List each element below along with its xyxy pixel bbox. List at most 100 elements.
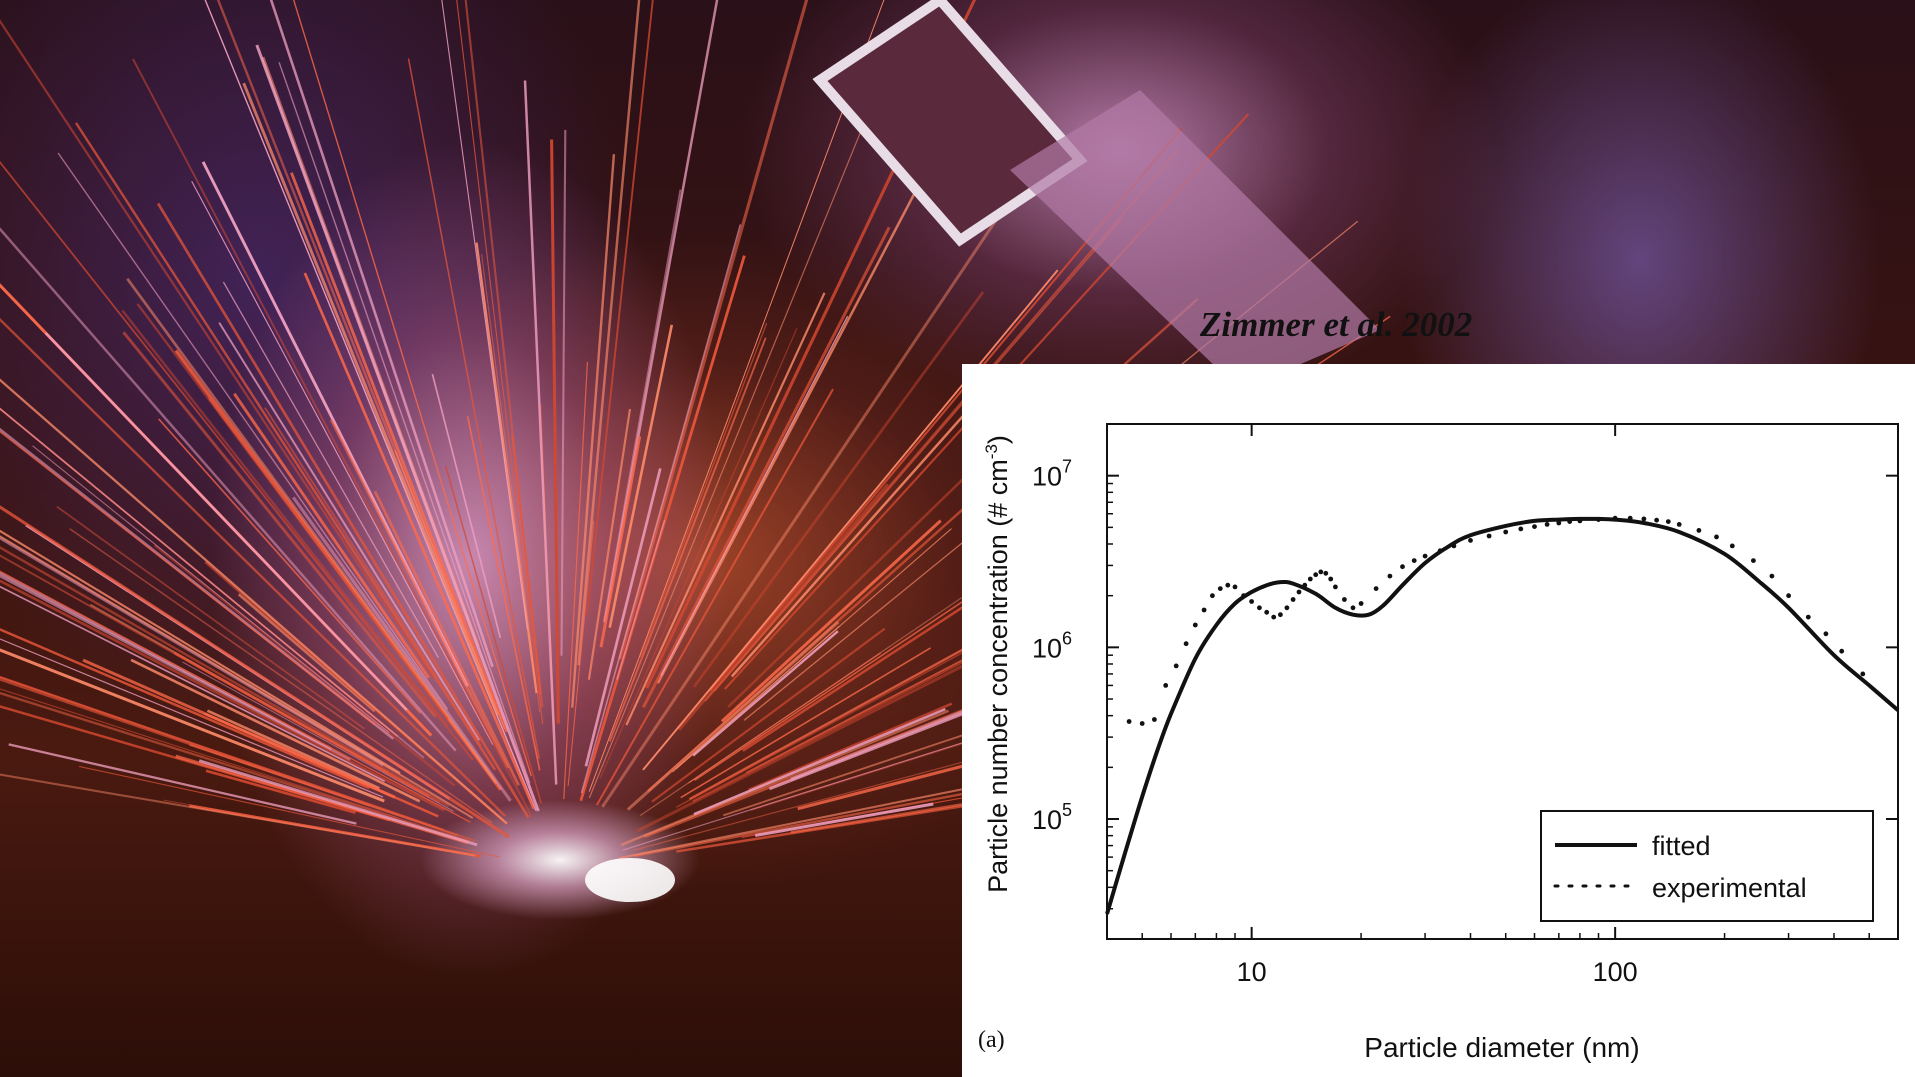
experimental-point xyxy=(1556,520,1562,526)
experimental-point xyxy=(1567,519,1573,524)
y-axis-label-superscript: -3 xyxy=(982,444,1001,459)
spark-streak xyxy=(560,129,567,656)
spark-streak xyxy=(693,707,946,816)
spark-streak xyxy=(0,571,333,751)
experimental-point xyxy=(1296,589,1302,595)
experimental-point xyxy=(1210,593,1215,599)
y-axis-label-main: Particle number concentration (# cm xyxy=(983,459,1013,893)
spark-streak xyxy=(475,242,538,694)
experimental-point xyxy=(1411,558,1417,563)
experimental-point xyxy=(1577,518,1583,524)
spark-streak xyxy=(720,519,942,723)
legend-fitted-label: fitted xyxy=(1652,831,1711,861)
spark-streak xyxy=(571,154,616,708)
spark-streak xyxy=(0,529,401,775)
experimental-point xyxy=(1665,519,1671,524)
spark-streak xyxy=(577,0,641,666)
spark-streak xyxy=(599,436,642,648)
spark-streak xyxy=(431,373,502,639)
spark-streak xyxy=(676,629,1005,808)
series-line-fitted xyxy=(1105,516,1900,915)
spark-streak xyxy=(727,448,995,708)
spark-streak xyxy=(456,0,544,725)
y-axis-label-close: ) xyxy=(983,435,1013,444)
experimental-point xyxy=(1751,558,1756,563)
spark-streak xyxy=(182,661,454,812)
experimental-point xyxy=(1225,582,1231,588)
spark-streak xyxy=(0,628,370,790)
spark-streak xyxy=(0,676,476,842)
y-tick-label: 106 xyxy=(1032,628,1072,663)
spark-streak xyxy=(74,122,497,771)
spark-streak xyxy=(57,152,449,710)
y-tick-exponent: 6 xyxy=(1062,628,1072,648)
spark-streak xyxy=(754,802,934,837)
x-axis-ticks: 10 100 xyxy=(1141,424,1870,987)
spark-streak xyxy=(511,434,542,695)
experimental-point xyxy=(1654,517,1659,523)
experimental-point xyxy=(1173,663,1179,669)
spark-streak xyxy=(651,627,886,803)
experimental-point xyxy=(1860,671,1866,677)
experimental-point xyxy=(1183,641,1189,647)
experimental-point xyxy=(1544,522,1550,527)
spark-streak xyxy=(641,226,891,708)
experimental-point xyxy=(1769,573,1775,579)
spark-streak xyxy=(563,361,588,800)
legend-experimental-label: experimental xyxy=(1652,873,1807,903)
spark-streak xyxy=(130,658,421,803)
spark-streak xyxy=(0,574,351,761)
experimental-point xyxy=(1400,564,1405,570)
plot-frame xyxy=(1106,423,1899,940)
experimental-point xyxy=(1839,648,1845,654)
spark-streak xyxy=(218,322,481,741)
spark-streak xyxy=(122,331,437,718)
experimental-point xyxy=(1278,612,1283,618)
spark-streak xyxy=(0,430,376,726)
experimental-point xyxy=(1696,528,1702,533)
spark-streak xyxy=(584,468,662,767)
spark-streak xyxy=(56,505,365,730)
experimental-point xyxy=(1612,515,1618,521)
spark-streak xyxy=(269,0,494,668)
spark-streak xyxy=(206,709,380,790)
experimental-point xyxy=(1318,569,1324,575)
spark-streak xyxy=(198,759,478,847)
experimental-point xyxy=(1302,582,1308,588)
spark-streak xyxy=(0,19,435,680)
experimental-point xyxy=(1387,573,1393,579)
spark-streak xyxy=(601,193,1015,808)
spark-streak xyxy=(0,648,385,803)
spark-streak xyxy=(0,160,474,761)
spark-streak xyxy=(0,505,510,839)
spark-streak xyxy=(189,804,481,858)
y-tick-base: 10 xyxy=(1032,805,1062,835)
spark-streak xyxy=(587,408,632,680)
experimental-point xyxy=(1627,515,1633,521)
experimental-point xyxy=(1451,543,1457,549)
spark-streak xyxy=(82,658,396,799)
spark-streak xyxy=(0,585,386,783)
spark-streak xyxy=(0,579,445,812)
experimental-point xyxy=(1486,533,1492,539)
x-tick-label: 10 xyxy=(1237,957,1267,987)
weld-arc-glow xyxy=(585,858,675,902)
experimental-point xyxy=(1152,717,1157,722)
experimental-point xyxy=(1328,576,1334,582)
spark-streak xyxy=(588,92,878,799)
spark-streak xyxy=(618,0,809,660)
legend: fitted experimental xyxy=(1540,810,1874,922)
y-tick-label: 105 xyxy=(1032,800,1072,835)
experimental-point xyxy=(1201,607,1207,613)
spark-streak xyxy=(0,378,508,825)
spark-streak xyxy=(222,281,440,659)
spark-streak xyxy=(567,520,595,786)
spark-streak xyxy=(191,181,494,745)
experimental-point xyxy=(1729,543,1735,549)
spark-streak xyxy=(153,544,456,787)
experimental-point xyxy=(1373,586,1379,591)
experimental-point xyxy=(1264,609,1270,615)
spark-streak xyxy=(158,418,421,714)
spark-streak xyxy=(136,303,449,720)
